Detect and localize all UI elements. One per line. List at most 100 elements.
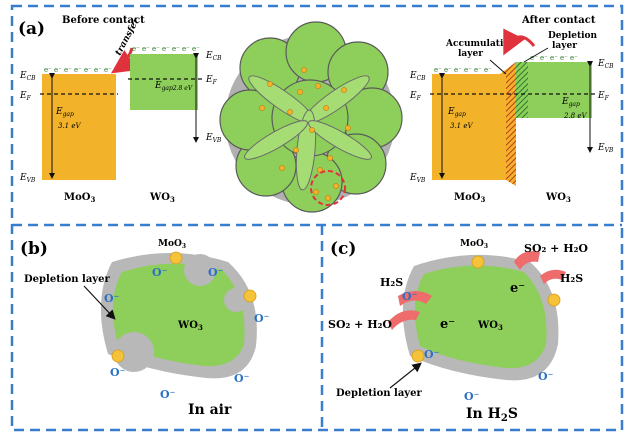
depletion-arrow-b — [83, 285, 116, 320]
svg-text:O⁻: O⁻ — [538, 370, 554, 383]
moo3-egap-value: 3.1 eV — [58, 122, 82, 130]
svg-text:e⁻: e⁻ — [570, 54, 578, 62]
panel-c-label: (c) — [330, 239, 356, 259]
wo3-egap-after: Egap — [561, 97, 580, 108]
frame — [10, 4, 624, 432]
ef-label-left: EF — [19, 91, 32, 102]
moo3-egap: Egap — [55, 107, 74, 118]
h2s-right: H₂S — [560, 272, 583, 285]
svg-text:e⁻: e⁻ — [74, 66, 82, 74]
before-contact-title: Before contact — [62, 15, 145, 26]
svg-text:e⁻: e⁻ — [530, 54, 538, 62]
depletion-pointer — [523, 47, 549, 63]
ecb-label-after-left: ECB — [409, 71, 426, 82]
moo3-particles-b — [111, 251, 257, 363]
svg-text:e⁻: e⁻ — [172, 45, 180, 53]
svg-text:e⁻: e⁻ — [44, 66, 52, 74]
svg-text:O⁻: O⁻ — [234, 372, 250, 385]
depletion-arrow-c — [389, 362, 422, 389]
evb-label-wo3: EVB — [205, 133, 222, 144]
svg-text:e⁻: e⁻ — [484, 66, 492, 74]
svg-text:e⁻: e⁻ — [142, 45, 150, 53]
moo3-label-before: MoO3 — [64, 192, 95, 204]
wo3-label-after: WO3 — [545, 192, 571, 204]
evb-label-after-right: EVB — [597, 143, 614, 154]
electron-c1: e⁻ — [510, 281, 525, 296]
wo3-band-block-after — [528, 62, 592, 118]
svg-text:O⁻: O⁻ — [424, 348, 440, 361]
svg-text:e⁻: e⁻ — [464, 66, 472, 74]
transfer-arrow — [111, 47, 138, 74]
moo3-electrons: e⁻ e⁻ e⁻ e⁻ e⁻ e⁻ e⁻ — [44, 66, 112, 74]
after-transfer-arrow — [503, 28, 536, 56]
svg-text:O⁻: O⁻ — [254, 312, 270, 325]
svg-text:e⁻: e⁻ — [192, 45, 200, 53]
svg-text:O⁻: O⁻ — [464, 390, 480, 403]
depletion-label-c: Depletion layer — [336, 388, 422, 399]
shell-bump-b2 — [224, 288, 248, 312]
svg-text:e⁻: e⁻ — [94, 66, 102, 74]
caption-in-h2s: In H2S — [466, 406, 518, 424]
h2s-left: H₂S — [380, 276, 403, 289]
wo3-band-block — [130, 54, 198, 110]
panel-a: (a) Before contact After contact Egap 3.… — [18, 15, 614, 213]
svg-text:e⁻: e⁻ — [474, 66, 482, 74]
moo3-egap-after: Egap — [447, 107, 466, 118]
shell-bump-b1 — [184, 254, 216, 286]
svg-text:O⁻: O⁻ — [160, 388, 176, 401]
depletion-label-b: Depletion layer — [24, 274, 110, 285]
svg-text:e⁻: e⁻ — [64, 66, 72, 74]
svg-text:e⁻: e⁻ — [54, 66, 62, 74]
wo3-egap-value-after: 2.8 eV — [563, 112, 588, 120]
ecb-label-left: ECB — [19, 71, 36, 82]
heterostructure-particle — [219, 21, 403, 213]
depletion-region — [516, 62, 528, 118]
electron-c2: e⁻ — [440, 317, 455, 332]
moo3-egap-value-after: 3.1 eV — [450, 122, 474, 130]
so2-h2o-left: SO₂ + H₂O — [328, 318, 392, 331]
svg-text:e⁻: e⁻ — [182, 45, 190, 53]
depletion-label-a: Depletion layer — [548, 31, 600, 51]
so2-h2o-top: SO₂ + H₂O — [524, 242, 588, 255]
after-contact-title: After contact — [521, 15, 596, 26]
svg-text:e⁻: e⁻ — [84, 66, 92, 74]
accumulation-label: Accumulation layer — [445, 39, 519, 59]
moo3-particles-c — [411, 255, 561, 363]
svg-text:O⁻: O⁻ — [104, 292, 120, 305]
oxygen-ions-b: O⁻ O⁻ O⁻ O⁻ O⁻ O⁻ O⁻ — [104, 266, 270, 401]
svg-text:e⁻: e⁻ — [560, 54, 568, 62]
wo3-egap: Egap2.8 eV — [154, 81, 193, 92]
moo3-label-b: MoO3 — [158, 239, 186, 250]
evb-label-after-left: EVB — [409, 173, 426, 184]
wo3-electrons: e⁻ e⁻ e⁻ e⁻ e⁻ e⁻ e⁻ — [132, 45, 200, 53]
svg-text:e⁻: e⁻ — [434, 66, 442, 74]
panel-b: (b) MoO3 Depletion layer WO3 O⁻ O⁻ O⁻ O⁻… — [20, 239, 270, 418]
ef-label-after-right: EF — [597, 91, 610, 102]
svg-text:e⁻: e⁻ — [540, 54, 548, 62]
accumulation-pointer — [489, 59, 507, 75]
wo3-label-before: WO3 — [149, 192, 175, 204]
ecb-label-after-right: ECB — [597, 59, 614, 70]
evb-label-left: EVB — [19, 173, 36, 184]
svg-text:e⁻: e⁻ — [132, 45, 140, 53]
gas-reaction-arrows — [388, 251, 566, 330]
panel-c: (c) MoO3 SO₂ + H₂O H₂S H₂S SO₂ + H₂O e⁻ … — [328, 239, 588, 424]
moo3-label-c: MoO3 — [460, 239, 488, 250]
wo3-label-c: WO3 — [477, 320, 503, 332]
shell-bump-b3 — [114, 332, 154, 372]
svg-text:e⁻: e⁻ — [162, 45, 170, 53]
svg-text:O⁻: O⁻ — [208, 266, 224, 279]
svg-text:e⁻: e⁻ — [152, 45, 160, 53]
ef-label-wo3: EF — [205, 75, 218, 86]
svg-text:O⁻: O⁻ — [110, 366, 126, 379]
svg-text:e⁻: e⁻ — [104, 66, 112, 74]
moo3-label-after: MoO3 — [454, 192, 485, 204]
svg-text:e⁻: e⁻ — [454, 66, 462, 74]
after-electrons: e⁻ e⁻ e⁻ e⁻ e⁻ e⁻ e⁻ e⁻ e⁻ e⁻ e⁻ — [434, 54, 578, 74]
particle-core-c — [414, 265, 547, 369]
accumulation-region — [500, 62, 516, 186]
zoom-circle — [310, 170, 346, 206]
svg-text:O⁻: O⁻ — [402, 290, 418, 303]
svg-text:e⁻: e⁻ — [550, 54, 558, 62]
